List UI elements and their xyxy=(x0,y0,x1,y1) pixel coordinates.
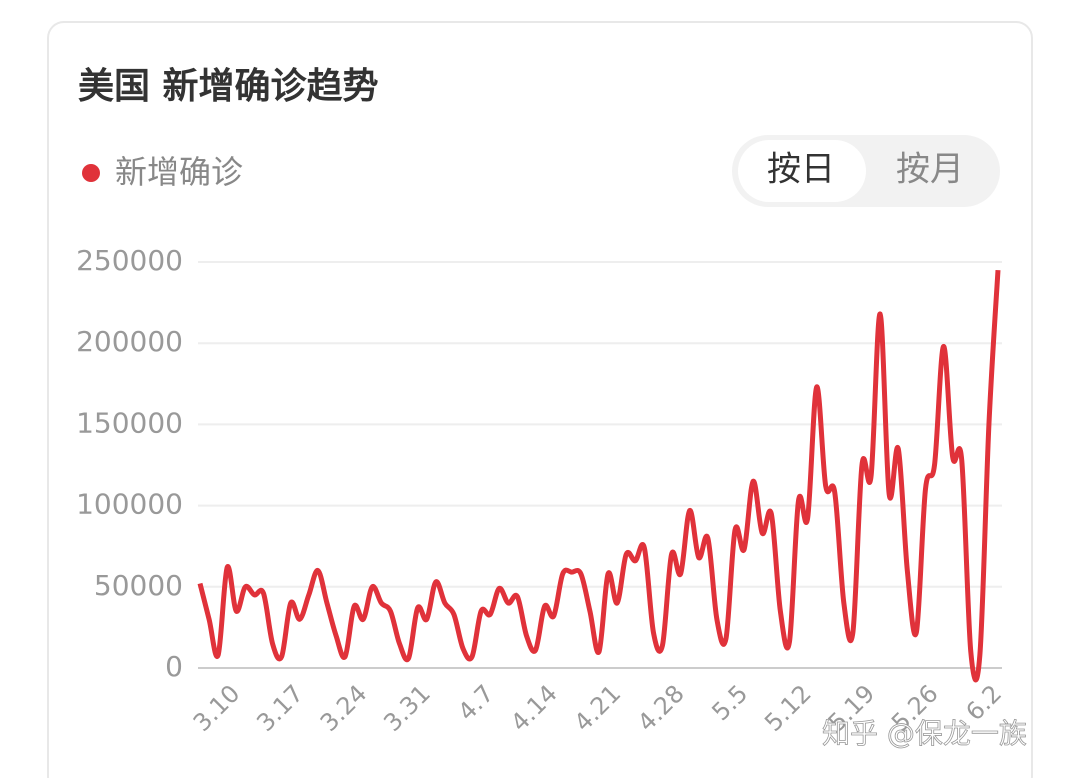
y-tick-label: 100000 xyxy=(76,488,183,521)
series-line xyxy=(197,269,1001,683)
legend-dot xyxy=(82,164,100,182)
toggle-month[interactable]: 按月 xyxy=(896,150,964,190)
toggle-active xyxy=(738,140,866,202)
y-tick-label: 150000 xyxy=(76,406,183,439)
y-tick-label: 50000 xyxy=(94,569,183,602)
legend-label: 新增确诊 xyxy=(115,153,243,191)
toggle-day[interactable]: 按日 xyxy=(767,150,835,190)
y-tick-label: 0 xyxy=(165,650,183,683)
y-tick-label: 200000 xyxy=(76,325,183,358)
y-tick-label: 250000 xyxy=(76,244,183,277)
watermark: 知乎 @保龙一族 xyxy=(822,717,1027,750)
card xyxy=(47,21,1033,778)
chart-title: 美国 新增确诊趋势 xyxy=(78,66,379,107)
